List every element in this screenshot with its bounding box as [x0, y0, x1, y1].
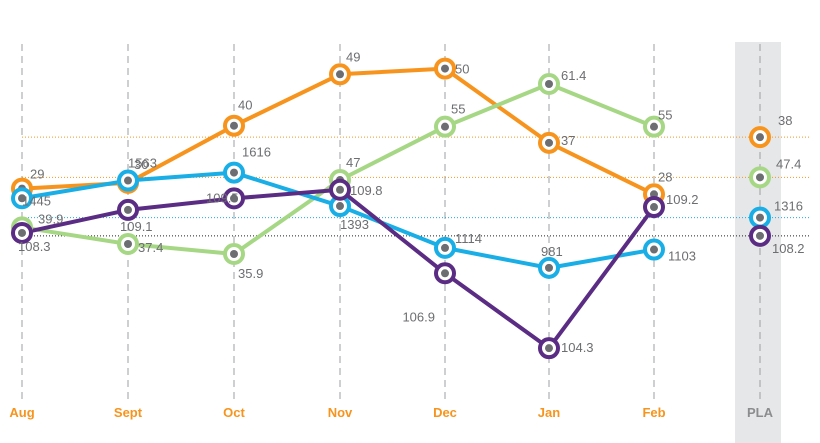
series-line-1 [21, 82, 655, 256]
data-label: 49 [346, 49, 360, 64]
x-tick-label-aug: Aug [9, 405, 34, 420]
series-1-point-sept [117, 233, 139, 255]
data-label: 30 [134, 157, 148, 172]
series-2-point-dec [434, 236, 456, 259]
x-tick-label-sept: Sept [114, 405, 143, 420]
series-1-point-jan [538, 73, 560, 95]
data-label: 40 [238, 98, 252, 113]
series-2-target-point [749, 206, 771, 229]
series-3-point-aug [11, 221, 33, 244]
x-axis: Aug Sept Oct Nov Dec Jan Feb PLA [9, 405, 773, 420]
series-3-point-nov [329, 178, 351, 201]
data-labels: 29 30 40 49 50 37 28 38 39.9 37.4 35.9 47 55 61.4 55 47… [18, 49, 805, 355]
target-value-label: 47.4 [776, 156, 801, 171]
data-label: 1616 [242, 145, 271, 160]
series-3-point-oct [223, 187, 245, 210]
series-1-point-dec [434, 115, 456, 138]
data-label: 1563 [128, 156, 157, 171]
data-label: 50 [455, 62, 469, 77]
data-label: 39.9 [38, 211, 63, 226]
x-tick-label-target: PLA [747, 405, 774, 420]
series-0-point-nov [329, 63, 351, 86]
series-2-point-sept [117, 169, 139, 192]
series-3-point-jan [538, 337, 560, 360]
series-3-target-point [749, 224, 771, 247]
data-label: 1103 [668, 249, 696, 264]
data-label: 109.5 [206, 190, 239, 205]
data-label: 35.9 [238, 266, 263, 281]
x-tick-label-jan: Jan [538, 405, 560, 420]
data-label: 55 [451, 102, 465, 117]
data-label: 55 [658, 108, 672, 123]
data-label: 37.4 [138, 240, 163, 255]
data-label: 106.9 [402, 309, 435, 324]
data-label: 109.1 [120, 219, 153, 234]
data-label: 981 [541, 244, 563, 259]
series-2-point-oct [223, 161, 245, 184]
series-0-point-oct [223, 114, 245, 137]
data-label: 37 [561, 133, 575, 148]
series-3-point-dec [434, 262, 456, 285]
x-tick-label-dec: Dec [433, 405, 457, 420]
series-0-point-jan [538, 131, 560, 154]
data-label: 1114 [455, 231, 482, 246]
data-label: 29 [30, 167, 44, 182]
series-0-point-dec [434, 57, 456, 80]
data-label: 109.8 [350, 183, 383, 198]
series-3-point-feb [643, 196, 665, 219]
x-tick-label-nov: Nov [328, 405, 353, 420]
data-label: 104.3 [561, 340, 594, 355]
target-value-label: 1316 [774, 199, 803, 214]
series-1-point-feb [643, 115, 665, 138]
x-tick-label-feb: Feb [642, 405, 665, 420]
series-2-point-feb [643, 238, 665, 261]
data-label: 109.2 [666, 192, 699, 207]
data-label: 1445 [22, 193, 51, 208]
series-2-point-jan [538, 256, 560, 279]
target-value-label: 38 [778, 113, 792, 128]
series-3-point-sept [117, 198, 139, 221]
series-1-point-oct [223, 243, 245, 265]
series-1-target-point [749, 166, 771, 189]
x-tick-label-oct: Oct [223, 405, 245, 420]
series-0-target-point [749, 126, 771, 149]
data-label: 61.4 [561, 68, 586, 83]
data-label: 108.3 [18, 239, 51, 254]
series-markers [11, 57, 771, 360]
data-label: 28 [658, 169, 672, 184]
data-label: 47 [346, 155, 360, 170]
series-2-point-aug [11, 187, 33, 210]
target-value-label: 108.2 [772, 241, 805, 256]
data-label: 1393 [340, 217, 369, 232]
